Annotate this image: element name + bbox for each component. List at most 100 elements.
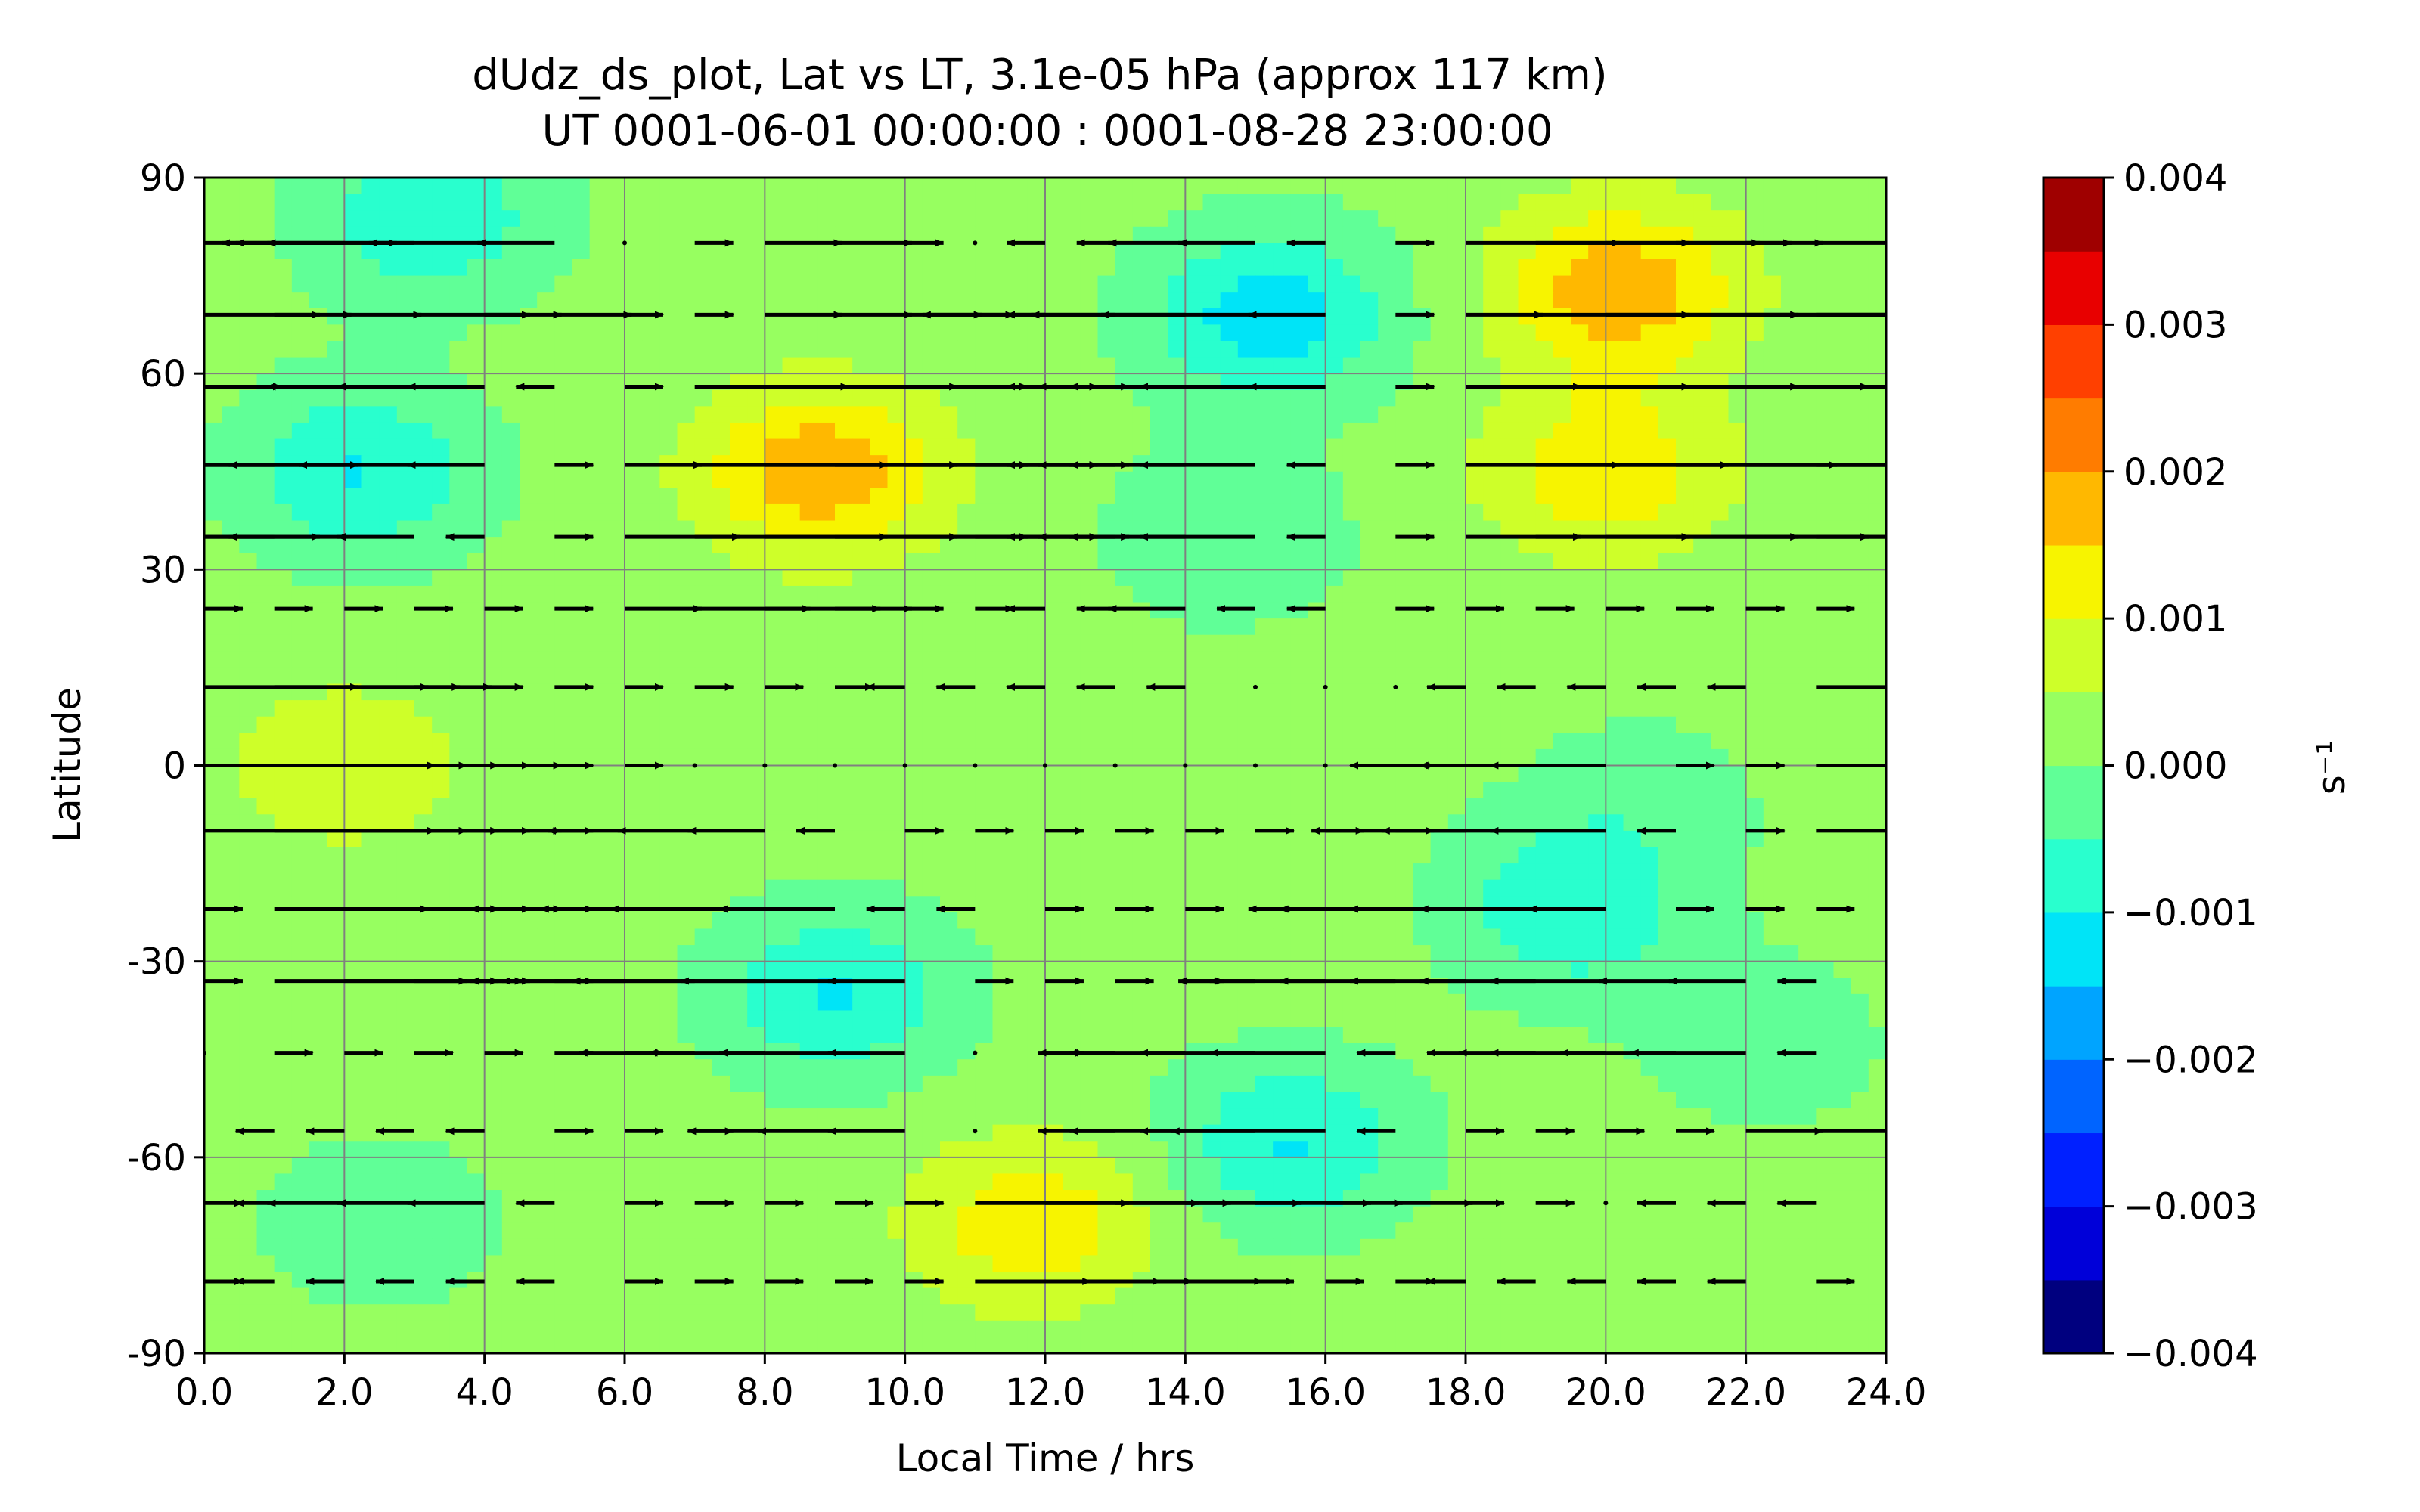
contour-cell bbox=[730, 733, 748, 750]
contour-cell bbox=[1781, 210, 1799, 228]
contour-cell bbox=[904, 814, 923, 832]
contour-cell bbox=[1395, 537, 1414, 554]
contour-cell bbox=[940, 226, 958, 244]
contour-cell bbox=[1342, 1010, 1361, 1027]
contour-cell bbox=[1466, 912, 1484, 930]
contour-cell bbox=[1658, 275, 1677, 293]
contour-cell bbox=[520, 683, 538, 701]
contour-cell bbox=[887, 651, 906, 668]
contour-cell bbox=[1781, 292, 1799, 309]
contour-cell bbox=[1588, 748, 1607, 767]
contour-cell bbox=[432, 945, 451, 962]
contour-cell bbox=[501, 520, 520, 538]
contour-cell bbox=[1220, 634, 1239, 652]
contour-cell bbox=[501, 782, 520, 799]
contour-cell bbox=[730, 830, 748, 848]
contour-cell bbox=[677, 814, 696, 832]
contour-cell bbox=[537, 194, 556, 211]
contour-cell bbox=[817, 259, 836, 277]
contour-cell bbox=[449, 700, 468, 717]
contour-cell bbox=[1518, 569, 1537, 587]
contour-cell bbox=[1080, 243, 1099, 260]
contour-cell bbox=[887, 438, 906, 456]
contour-cell bbox=[1202, 879, 1221, 897]
contour-cell bbox=[291, 226, 310, 244]
contour-cell bbox=[1781, 178, 1799, 195]
contour-cell bbox=[414, 945, 433, 962]
contour-cell bbox=[1395, 879, 1414, 897]
contour-cell bbox=[484, 373, 503, 391]
contour-cell bbox=[501, 503, 520, 522]
contour-cell bbox=[520, 847, 538, 864]
contour-cell bbox=[1010, 537, 1028, 554]
contour-cell bbox=[432, 912, 451, 930]
contour-cell bbox=[642, 945, 661, 962]
contour-cell bbox=[1833, 782, 1852, 799]
contour-cell bbox=[1466, 357, 1484, 374]
contour-cell bbox=[1606, 406, 1624, 423]
contour-cell bbox=[782, 928, 801, 946]
contour-cell bbox=[765, 471, 783, 489]
contour-cell bbox=[1781, 847, 1799, 864]
contour-cell bbox=[1851, 993, 1869, 1012]
contour-cell bbox=[1535, 243, 1554, 260]
contour-cell bbox=[1868, 585, 1886, 603]
contour-cell bbox=[975, 537, 994, 554]
contour-cell bbox=[256, 765, 275, 782]
contour-cell bbox=[1097, 422, 1116, 440]
contour-cell bbox=[835, 357, 853, 374]
contour-cell bbox=[1115, 993, 1134, 1012]
contour-cell bbox=[274, 488, 293, 505]
contour-cell bbox=[572, 324, 591, 342]
contour-cell bbox=[1816, 243, 1835, 260]
contour-cell bbox=[1168, 520, 1187, 538]
contour-cell bbox=[922, 178, 941, 195]
contour-cell bbox=[1851, 782, 1869, 799]
contour-cell bbox=[396, 259, 415, 277]
contour-cell bbox=[1711, 569, 1730, 587]
contour-cell bbox=[1150, 210, 1168, 228]
contour-cell bbox=[379, 993, 398, 1012]
contour-cell bbox=[361, 863, 380, 881]
contour-cell bbox=[1781, 569, 1799, 587]
contour-cell bbox=[501, 308, 520, 326]
contour-cell bbox=[1745, 798, 1764, 816]
contour-cell bbox=[1745, 308, 1764, 326]
contour-cell bbox=[484, 782, 503, 799]
contour-cell bbox=[782, 798, 801, 816]
contour-cell bbox=[222, 634, 240, 652]
contour-cell bbox=[396, 210, 415, 228]
contour-cell bbox=[501, 651, 520, 668]
contour-cell bbox=[467, 748, 486, 767]
contour-cell bbox=[730, 716, 748, 734]
contour-cell bbox=[449, 178, 468, 195]
contour-cell bbox=[520, 602, 538, 619]
contour-cell bbox=[1606, 275, 1624, 293]
contour-cell bbox=[940, 618, 958, 636]
contour-cell bbox=[1676, 585, 1694, 603]
contour-cell bbox=[1255, 503, 1274, 522]
contour-cell bbox=[1413, 879, 1432, 897]
contour-cell bbox=[572, 1010, 591, 1027]
contour-cell bbox=[1255, 471, 1274, 489]
contour-cell bbox=[1027, 324, 1046, 342]
contour-cell bbox=[1097, 1010, 1116, 1027]
contour-cell bbox=[1063, 243, 1081, 260]
contour-cell bbox=[1220, 357, 1239, 374]
contour-cell bbox=[449, 194, 468, 211]
contour-cell bbox=[291, 194, 310, 211]
contour-cell bbox=[537, 210, 556, 228]
contour-cell bbox=[782, 308, 801, 326]
contour-cell bbox=[572, 879, 591, 897]
contour-cell bbox=[642, 537, 661, 554]
contour-cell bbox=[904, 406, 923, 423]
contour-cell bbox=[694, 798, 713, 816]
contour-cell bbox=[747, 651, 766, 668]
contour-cell bbox=[256, 847, 275, 864]
contour-cell bbox=[712, 259, 731, 277]
contour-cell bbox=[1115, 292, 1134, 309]
contour-cell bbox=[344, 194, 363, 211]
contour-cell bbox=[1623, 340, 1642, 358]
contour-cell bbox=[537, 912, 556, 930]
contour-cell bbox=[922, 863, 941, 881]
